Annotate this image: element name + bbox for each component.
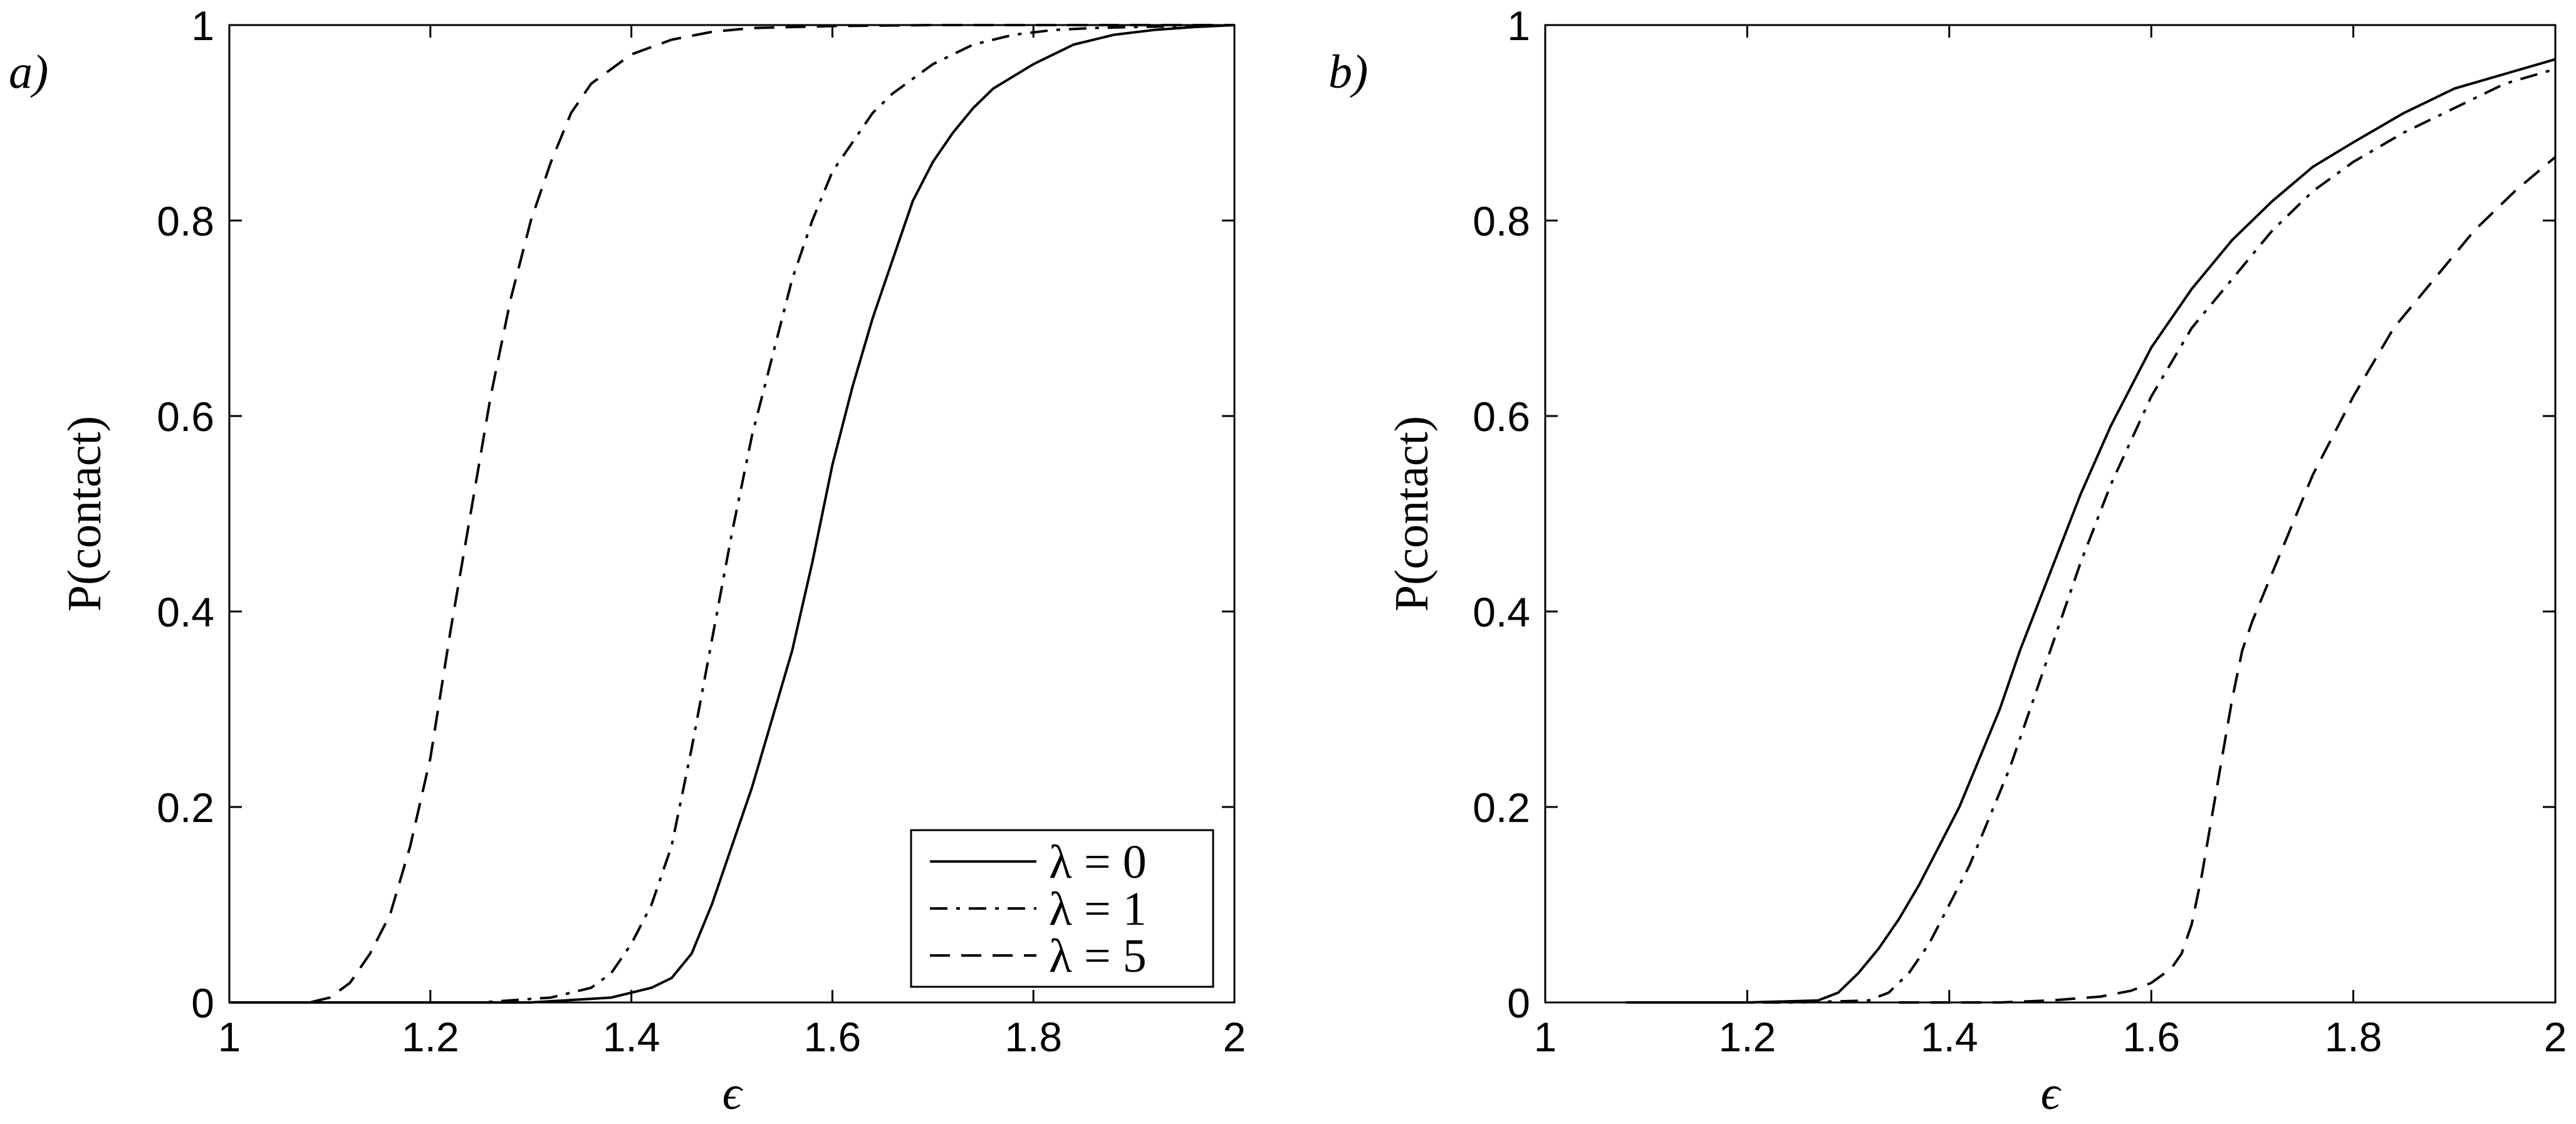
y-tick-label: 0.4 [157,589,214,635]
y-axis-label: P(contact) [1385,416,1438,611]
y-tick-label: 0.2 [157,784,214,831]
plot-frame [228,24,1236,1004]
x-axis-label: ϵ [2041,1067,2062,1120]
legend-entry-label: λ = 1 [1049,883,1147,935]
legend-box [910,829,1214,988]
series-line-dash-dot [1646,68,2556,1004]
y-axis-label: P(contact) [58,416,111,611]
panel-label: b) [1328,46,1368,98]
x-tick-label: 2 [1223,1014,1246,1060]
x-tick-label: 1.8 [2325,1014,2382,1060]
x-axis-label: ϵ [722,1067,744,1120]
y-tick-label: 0.8 [157,198,214,244]
x-tick-label: 1.2 [1719,1014,1776,1060]
y-tick-label: 0 [191,980,214,1026]
x-tick-label: 1.6 [804,1014,862,1060]
series-line-solid [229,24,1235,1004]
series-line-solid [1626,58,2556,1004]
panel-a: 1 1.2 1.4 1.6 1.8 2 0 0.2 0.4 0.6 0.8 1 ϵ P(contact) a… [9,3,1246,1120]
panel-label: a) [9,46,48,98]
y-tick-label: 1 [1507,3,1530,49]
series-line-dashed [279,24,1234,1004]
x-tick-label: 1.8 [1004,1014,1062,1060]
panel-b: 1 1.2 1.4 1.6 1.8 2 0 0.2 0.4 0.6 0.8 1 ϵ P(contact) b… [1328,3,2567,1120]
y-tick-label: 0.8 [1473,198,1530,244]
x-tick-label: 1.2 [402,1014,459,1060]
plots-root: 1 1.2 1.4 1.6 1.8 2 0 0.2 0.4 0.6 0.8 1 ϵ P(contact) a… [9,3,2567,1120]
legend-entry-label: λ = 0 [1049,836,1147,888]
series-line-dashed [1899,156,2557,1004]
x-tick-label: 1 [218,1014,241,1060]
y-tick-label: 1 [191,3,214,49]
y-tick-label: 0.6 [1473,393,1530,440]
legend: λ = 0λ = 1λ = 5 [910,829,1214,988]
x-tick-label: 1.4 [603,1014,660,1060]
y-tick-label: 0 [1507,980,1530,1026]
y-tick-label: 0.6 [157,393,214,440]
plot-frame [1544,24,2557,1004]
y-tick-label: 0.2 [1473,784,1530,831]
x-tick-label: 1.6 [2122,1014,2180,1060]
legend-entry-label: λ = 5 [1049,930,1147,982]
x-tick-label: 1 [1534,1014,1557,1060]
x-tick-label: 2 [2544,1014,2567,1060]
x-tick-label: 1.4 [1921,1014,1978,1060]
y-tick-label: 0.4 [1473,589,1530,635]
series-line-dash-dot [229,24,1235,1004]
